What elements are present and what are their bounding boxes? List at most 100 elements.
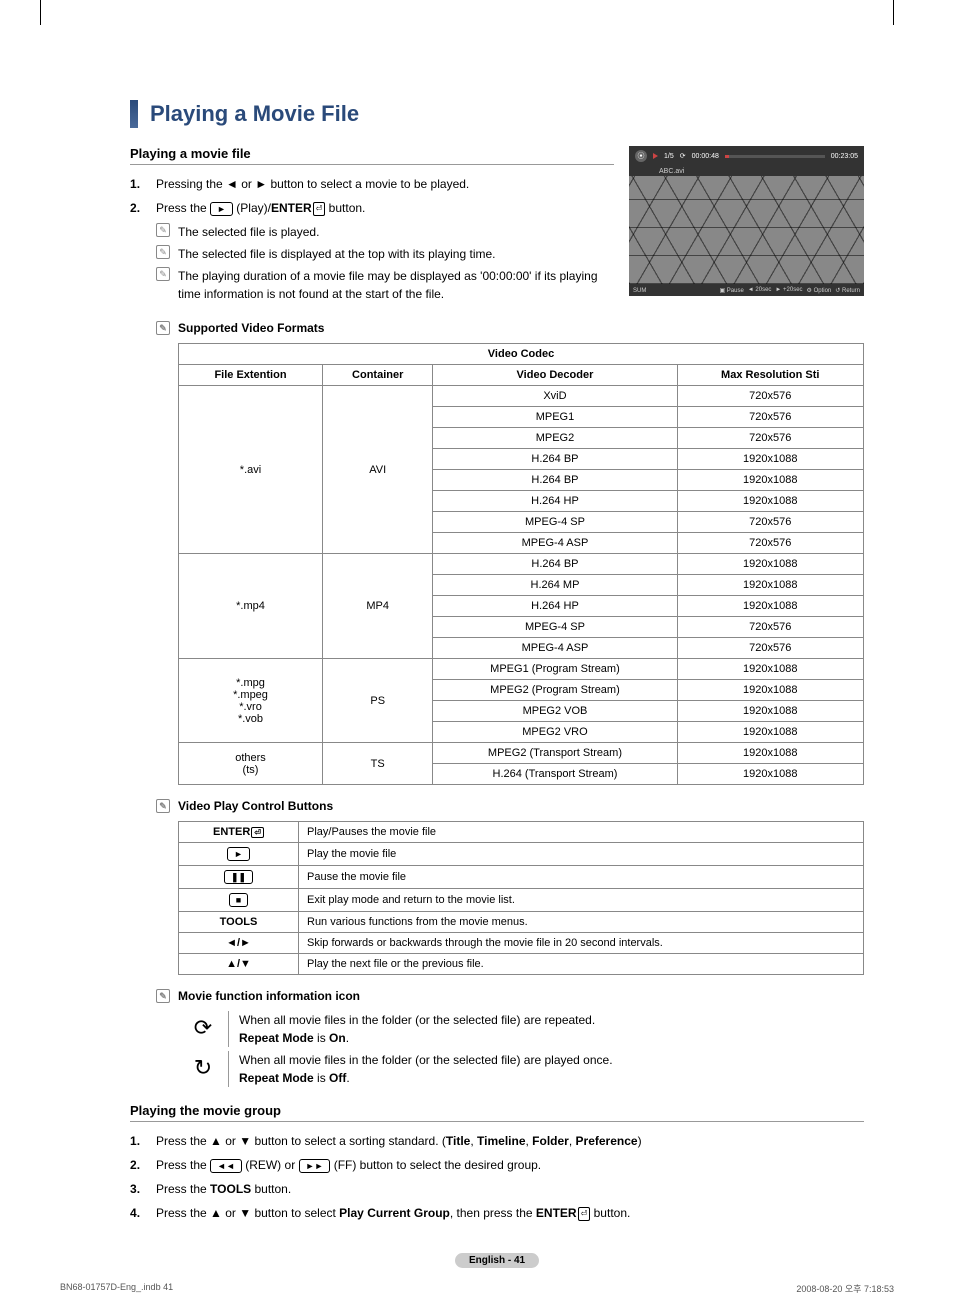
option-hint: ⚙ Option xyxy=(807,287,832,294)
decoder-cell: MPEG-4 ASP xyxy=(433,533,677,554)
control-desc-cell: Play the next file or the previous file. xyxy=(299,954,864,975)
counter: 1/5 xyxy=(664,153,674,160)
decoder-cell: MPEG2 VRO xyxy=(433,722,677,743)
desc-line: Repeat Mode is On. xyxy=(239,1029,864,1047)
control-button-cell: ► xyxy=(179,843,299,866)
icon-description: When all movie files in the folder (or t… xyxy=(228,1051,864,1087)
text: button. xyxy=(325,201,365,215)
video-thumbnail xyxy=(629,176,864,284)
col-header: Max Resolution Sti xyxy=(677,365,863,386)
resolution-cell: 1920x1088 xyxy=(677,764,863,785)
footer-right: 2008-08-20 오후 7:18:53 xyxy=(796,1282,894,1295)
decoder-cell: XviD xyxy=(433,386,677,407)
col-header: Container xyxy=(323,365,433,386)
control-desc-cell: Skip forwards or backwards through the m… xyxy=(299,933,864,954)
control-button-cell: TOOLS xyxy=(179,912,299,933)
total-time: 00:23:05 xyxy=(831,153,858,160)
ff-icon: ►► xyxy=(299,1159,331,1173)
decoder-cell: MPEG1 (Program Stream) xyxy=(433,659,677,680)
forward-hint: ► +20sec xyxy=(775,287,802,294)
ext-cell: *.avi xyxy=(179,386,323,554)
desc-line: Repeat Mode is Off. xyxy=(239,1069,864,1087)
enter-icon: ⏎ xyxy=(313,202,326,216)
video-header: ⦿ 1/5 ⟳ 00:00:48 00:23:05 xyxy=(629,146,864,166)
note-icon: ✎ xyxy=(156,223,170,237)
pause-hint: ▣ Pause xyxy=(719,287,743,294)
resolution-cell: 1920x1088 xyxy=(677,596,863,617)
resolution-cell: 1920x1088 xyxy=(677,743,863,764)
col-header: File Extention xyxy=(179,365,323,386)
reel-icon: ⦿ xyxy=(635,150,647,162)
instruction-list: Pressing the ◄ or ► button to select a m… xyxy=(130,175,614,217)
video-footer: SUM ▣ Pause ◄ 20sec ► +20sec ⚙ Option ↺ … xyxy=(629,285,864,296)
decoder-cell: H.264 HP xyxy=(433,596,677,617)
note-icon: ✎ xyxy=(156,245,170,259)
subheading: ✎Movie function information icon xyxy=(130,989,864,1003)
page-content: Playing a Movie File Playing a movie fil… xyxy=(0,0,954,1288)
subheading-text: Supported Video Formats xyxy=(178,321,324,335)
text: (Play)/ xyxy=(233,201,271,215)
subheading: ✎ Supported Video Formats xyxy=(130,321,864,335)
decoder-cell: MPEG2 VOB xyxy=(433,701,677,722)
ext-cell: *.mpg*.mpeg*.vro*.vob xyxy=(179,659,323,743)
control-button-cell: ■ xyxy=(179,889,299,912)
resolution-cell: 1920x1088 xyxy=(677,491,863,512)
resolution-cell: 720x576 xyxy=(677,638,863,659)
video-preview-panel: ⦿ 1/5 ⟳ 00:00:48 00:23:05 ABC.avi SUM ▣ … xyxy=(629,146,864,296)
decoder-cell: MPEG2 (Program Stream) xyxy=(433,680,677,701)
control-button-cell: ❚❚ xyxy=(179,866,299,889)
icon-description: When all movie files in the folder (or t… xyxy=(228,1011,864,1047)
resolution-cell: 1920x1088 xyxy=(677,449,863,470)
enter-icon: ⏎ xyxy=(578,1207,591,1221)
step-3: Press the TOOLS button. xyxy=(130,1180,864,1198)
table-title: Video Codec xyxy=(179,344,864,365)
rewind-hint: ◄ 20sec xyxy=(748,287,772,294)
rew-icon: ◄◄ xyxy=(210,1159,242,1173)
resolution-cell: 1920x1088 xyxy=(677,659,863,680)
page-number: English - 41 xyxy=(130,1252,864,1268)
col-header: Video Decoder xyxy=(433,365,677,386)
progress-fill xyxy=(725,155,729,158)
button-icon: ❚❚ xyxy=(224,870,253,884)
note-text: The playing duration of a movie file may… xyxy=(178,269,598,301)
note: ✎The selected file is played. xyxy=(130,223,614,241)
decoder-cell: MPEG2 (Transport Stream) xyxy=(433,743,677,764)
control-button-cell: ◄/► xyxy=(179,933,299,954)
note-text: The selected file is displayed at the to… xyxy=(178,247,496,261)
resolution-cell: 1920x1088 xyxy=(677,722,863,743)
play-indicator-icon xyxy=(653,153,658,159)
note-icon: ✎ xyxy=(156,989,170,1003)
decoder-cell: H.264 (Transport Stream) xyxy=(433,764,677,785)
note-icon: ✎ xyxy=(156,321,170,335)
control-desc-cell: Play the movie file xyxy=(299,843,864,866)
control-button-cell: ▲/▼ xyxy=(179,954,299,975)
progress-bar xyxy=(725,155,825,158)
resolution-cell: 720x576 xyxy=(677,617,863,638)
step-2: Press the ► (Play)/ENTER⏎ button. xyxy=(130,199,614,217)
icon-info-row: ⟳ When all movie files in the folder (or… xyxy=(178,1011,864,1047)
ext-cell: *.mp4 xyxy=(179,554,323,659)
decoder-cell: MPEG2 xyxy=(433,428,677,449)
play-button-icon: ► xyxy=(210,202,233,216)
container-cell: AVI xyxy=(323,386,433,554)
section-heading: Playing the movie group xyxy=(130,1103,864,1122)
decoder-cell: H.264 BP xyxy=(433,449,677,470)
resolution-cell: 720x576 xyxy=(677,533,863,554)
button-icon: ► xyxy=(227,847,250,861)
container-cell: MP4 xyxy=(323,554,433,659)
instruction-list: Press the ▲ or ▼ button to select a sort… xyxy=(130,1132,864,1222)
resolution-cell: 720x576 xyxy=(677,428,863,449)
control-desc-cell: Run various functions from the movie men… xyxy=(299,912,864,933)
codec-table: Video Codec File Extention Container Vid… xyxy=(178,343,864,785)
control-desc-cell: Play/Pauses the movie file xyxy=(299,822,864,843)
title-accent-bar xyxy=(130,100,138,128)
control-desc-cell: Exit play mode and return to the movie l… xyxy=(299,889,864,912)
elapsed-time: 00:00:48 xyxy=(692,153,719,160)
subheading-text: Video Play Control Buttons xyxy=(178,799,333,813)
desc-line: When all movie files in the folder (or t… xyxy=(239,1051,864,1069)
button-icon: ■ xyxy=(229,893,248,907)
step-2: Press the ◄◄ (REW) or ►► (FF) button to … xyxy=(130,1156,864,1174)
resolution-cell: 1920x1088 xyxy=(677,575,863,596)
return-hint: ↺ Return xyxy=(835,287,860,294)
page-title: Playing a Movie File xyxy=(150,101,359,127)
